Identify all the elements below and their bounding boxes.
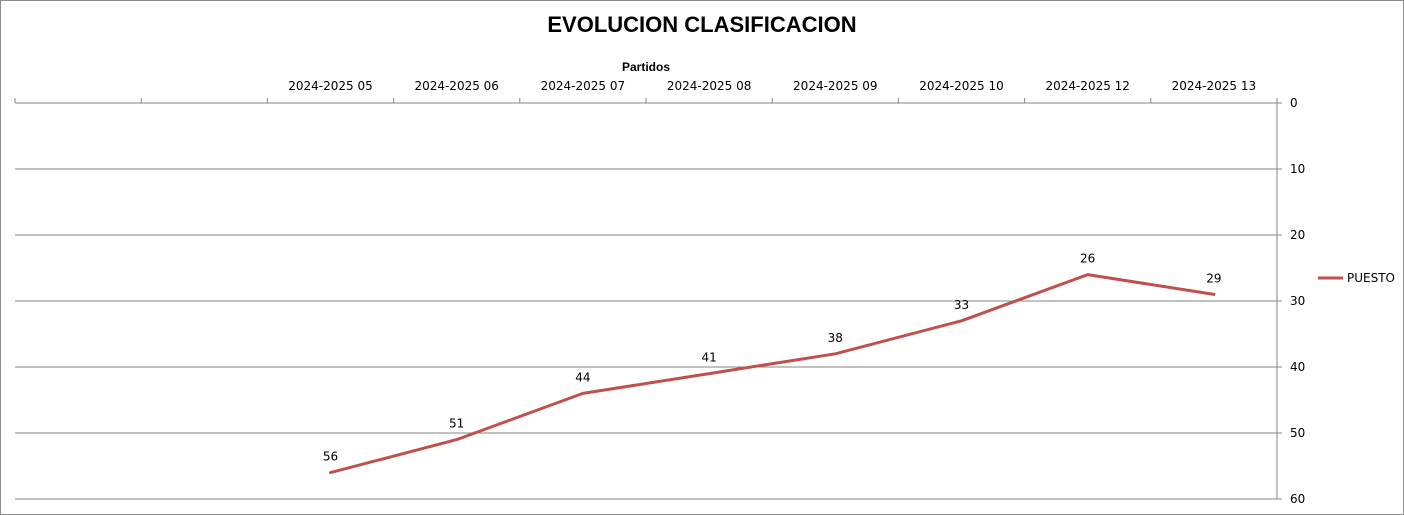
x-tick-label: 2024-2025 08 (667, 79, 752, 93)
y-tick-label: 20 (1290, 228, 1305, 242)
y-tick-label: 40 (1290, 360, 1305, 374)
x-axis-label: Partidos (621, 60, 670, 74)
x-tick-label: 2024-2025 07 (541, 79, 626, 93)
data-label: 51 (449, 417, 464, 431)
y-tick-label: 30 (1290, 294, 1305, 308)
x-tick-label: 2024-2025 09 (793, 79, 878, 93)
x-tick-label: 2024-2025 06 (414, 79, 499, 93)
legend-label: PUESTO (1347, 271, 1395, 285)
data-label: 56 (323, 450, 338, 464)
y-tick-label: 60 (1290, 492, 1305, 506)
y-tick-label: 50 (1290, 426, 1305, 440)
data-label: 44 (575, 370, 590, 384)
data-label: 38 (828, 331, 843, 345)
x-tick-label: 2024-2025 10 (919, 79, 1004, 93)
series-line-puesto (329, 273, 1216, 475)
data-label: 33 (954, 298, 969, 312)
data-label: 26 (1080, 252, 1095, 266)
chart-title: EVOLUCION CLASIFICACION (547, 12, 857, 37)
y-tick-label: 10 (1290, 162, 1305, 176)
data-label: 41 (701, 351, 716, 365)
x-tick-label: 2024-2025 05 (288, 79, 373, 93)
x-tick-label: 2024-2025 12 (1045, 79, 1130, 93)
x-tick-label: 2024-2025 13 (1172, 79, 1257, 93)
data-label: 29 (1206, 271, 1221, 285)
y-tick-label: 0 (1290, 96, 1298, 110)
